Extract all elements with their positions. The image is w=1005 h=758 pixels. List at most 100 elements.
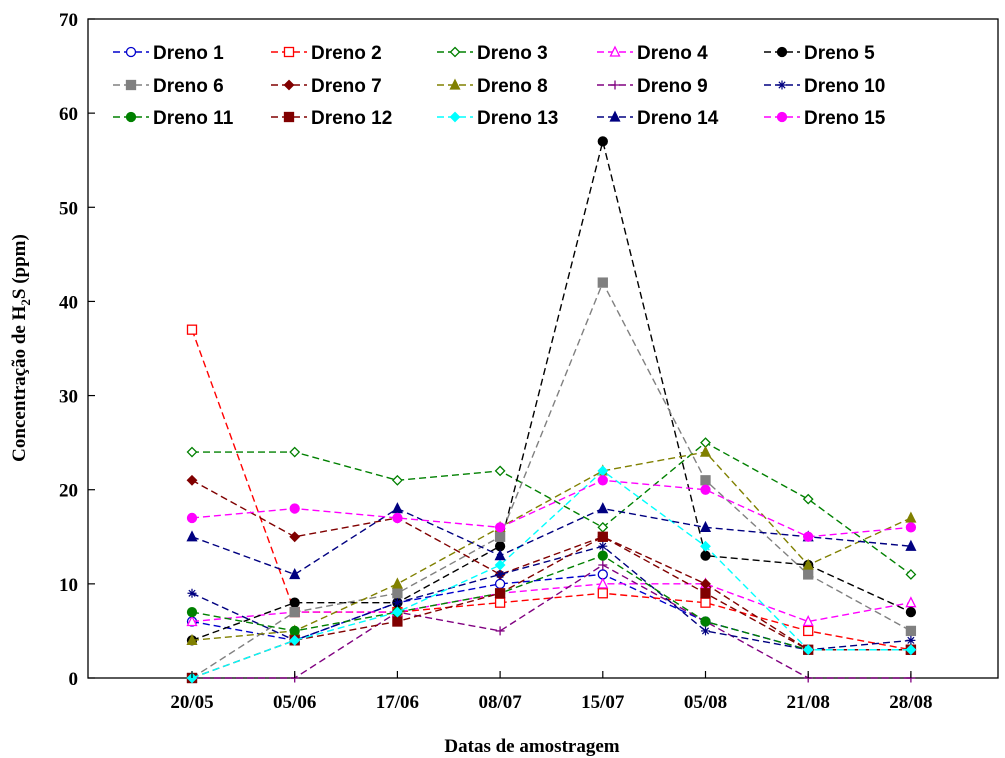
data-point <box>494 531 506 542</box>
data-point <box>186 530 198 542</box>
legend-marker <box>776 46 788 58</box>
legend-marker <box>777 80 787 90</box>
plot-border <box>87 18 999 679</box>
legend-item: Dreno 5 <box>764 43 875 64</box>
data-point <box>700 540 711 552</box>
x-axis-title: Datas de amostragem <box>444 736 619 757</box>
data-point <box>494 522 506 533</box>
legend-label: Dreno 9 <box>637 76 708 97</box>
data-point <box>700 475 711 486</box>
data-point <box>186 324 198 335</box>
series-line <box>192 441 912 576</box>
legend-label: Dreno 5 <box>804 43 875 64</box>
legend-item: Dreno 6 <box>113 76 224 97</box>
legend-marker <box>283 111 295 123</box>
data-point <box>597 475 608 486</box>
data-point <box>289 567 301 580</box>
data-point <box>905 522 917 533</box>
legend-marker <box>610 80 620 90</box>
series-line <box>191 573 911 651</box>
series-15 <box>186 475 917 542</box>
data-point <box>494 549 506 561</box>
data-point <box>700 484 711 495</box>
legend-label: Dreno 13 <box>477 108 558 129</box>
data-point <box>905 625 917 637</box>
y-axis-title-prefix: Concentração de H <box>9 305 30 461</box>
series-line <box>191 469 911 679</box>
series-line <box>191 545 911 651</box>
legend-label: Dreno 3 <box>477 43 548 64</box>
data-point <box>391 474 403 486</box>
x-tick-label: 17/06 <box>376 692 419 713</box>
y-tick-label: 40 <box>59 292 78 313</box>
series-line <box>191 507 911 576</box>
data-point <box>597 277 608 288</box>
data-point <box>289 446 301 458</box>
y-tick-label: 60 <box>59 104 78 125</box>
legend-label: Dreno 8 <box>477 76 548 97</box>
y-tick-label: 30 <box>59 387 78 408</box>
data-point <box>905 569 917 580</box>
data-point <box>803 569 814 580</box>
data-point <box>803 531 814 542</box>
data-point <box>802 615 814 627</box>
x-tick-label: 08/07 <box>478 692 522 713</box>
data-point <box>701 626 710 636</box>
data-point <box>186 446 198 458</box>
legend-label: Dreno 2 <box>311 43 382 64</box>
legend-marker <box>125 79 137 91</box>
data-point <box>597 502 609 514</box>
data-point <box>289 634 301 646</box>
legend-marker <box>609 45 621 57</box>
data-point <box>699 445 712 457</box>
legend-marker <box>125 46 137 58</box>
y-axis-title-suffix: S (ppm) <box>9 234 30 299</box>
data-point <box>187 588 197 598</box>
data-point <box>289 597 300 608</box>
legend-item: Dreno 7 <box>271 76 382 97</box>
legend-marker <box>125 111 137 123</box>
legend-item: Dreno 13 <box>437 108 558 129</box>
y-axis-title: Concentração de H2S (ppm) <box>9 234 33 462</box>
legend-item: Dreno 12 <box>271 108 392 129</box>
series-line <box>191 479 911 651</box>
series-line <box>192 564 911 679</box>
data-point <box>494 559 506 571</box>
legend-label: Dreno 10 <box>804 76 885 97</box>
series-3 <box>186 437 917 580</box>
plot-area <box>87 18 999 679</box>
data-point <box>289 503 300 514</box>
legend-item: Dreno 2 <box>271 43 382 64</box>
legend-label: Dreno 6 <box>153 76 224 97</box>
legend-label: Dreno 7 <box>311 76 382 97</box>
legend-item: Dreno 9 <box>597 76 708 97</box>
data-point <box>392 616 403 627</box>
series-layer <box>186 136 917 684</box>
data-point <box>391 577 403 589</box>
series-line <box>191 451 912 642</box>
x-tick-label: 05/06 <box>273 692 316 713</box>
legend-label: Dreno 15 <box>804 108 886 129</box>
legend-item: Dreno 11 <box>113 108 234 129</box>
legend-label: Dreno 14 <box>637 108 719 129</box>
data-point <box>494 588 506 599</box>
data-point <box>597 588 608 599</box>
legend: Dreno 1 Dreno 2 Dreno 3 Dreno 4 Dreno 5 Dreno… <box>113 43 886 129</box>
data-point <box>289 531 301 543</box>
data-point <box>802 644 814 656</box>
data-point <box>494 597 506 608</box>
data-point <box>700 616 711 627</box>
series-line <box>191 535 911 679</box>
y-tick-label: 70 <box>59 10 78 31</box>
data-point <box>186 633 198 645</box>
data-point <box>392 598 402 608</box>
legend-item: Dreno 15 <box>764 108 886 129</box>
x-tick-label: 05/08 <box>684 692 727 713</box>
legend-marker <box>449 111 461 123</box>
data-point <box>392 588 403 599</box>
data-point <box>905 511 917 523</box>
legend-marker <box>449 78 461 90</box>
x-tick-label: 28/08 <box>889 692 932 713</box>
data-point <box>700 550 711 561</box>
